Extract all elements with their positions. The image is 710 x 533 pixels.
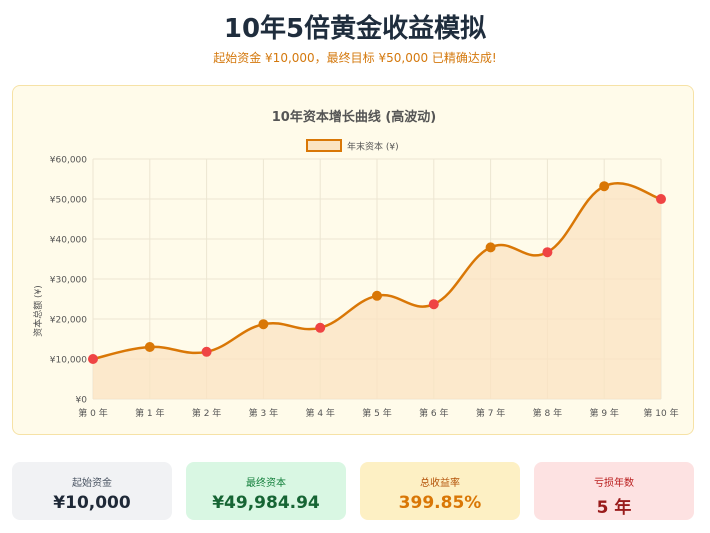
chart-title: 10年资本增长曲线 (高波动) xyxy=(272,109,437,125)
x-tick-label: 第 1 年 xyxy=(135,407,164,419)
stat-label: 亏损年数 xyxy=(594,478,634,489)
data-point[interactable] xyxy=(372,290,382,301)
data-point[interactable] xyxy=(542,247,553,258)
page-title: 10年5倍黄金收益模拟 xyxy=(223,14,487,44)
stat-value: ¥10,000 xyxy=(53,493,131,513)
stat-label: 起始资金 xyxy=(72,478,112,489)
data-point[interactable] xyxy=(88,354,98,364)
chart-card: 10年资本增长曲线 (高波动) 年末资本 (¥) ¥0 ¥10,000 ¥20,00… xyxy=(12,85,694,435)
series-area xyxy=(93,183,661,399)
y-axis-ticks: ¥0 ¥10,000 ¥20,000 ¥30,000 ¥40,000 ¥50,000 ¥60… xyxy=(50,156,87,406)
data-point[interactable] xyxy=(428,299,439,310)
x-tick-label: 第 5 年 xyxy=(362,407,391,419)
data-point[interactable] xyxy=(201,346,212,357)
data-point[interactable] xyxy=(599,181,610,192)
x-tick-label: 第 7 年 xyxy=(476,407,505,419)
x-tick-label: 第 10 年 xyxy=(643,407,678,419)
x-tick-label: 第 0 年 xyxy=(78,407,107,419)
stat-value: 5 年 xyxy=(596,498,632,518)
y-tick-label: ¥30,000 xyxy=(50,276,87,286)
stat-value: 399.85% xyxy=(398,493,482,513)
legend-swatch xyxy=(306,139,342,152)
page-subtitle: 起始资金 ¥10,000，最终目标 ¥50,000 已精确达成! xyxy=(213,51,497,65)
chart-legend: 年末资本 (¥) xyxy=(306,139,399,153)
stat-card-total-return: 总收益率 399.85% xyxy=(360,462,520,520)
capital-growth-chart: 10年资本增长曲线 (高波动) 年末资本 (¥) ¥0 ¥10,000 ¥20,00… xyxy=(32,109,679,419)
data-point[interactable] xyxy=(258,319,269,330)
series-line xyxy=(92,181,662,361)
data-point[interactable] xyxy=(144,342,155,352)
x-tick-label: 第 2 年 xyxy=(192,407,221,419)
stat-label: 最终资本 xyxy=(246,478,286,489)
y-tick-label: ¥20,000 xyxy=(50,316,87,326)
x-tick-label: 第 9 年 xyxy=(589,407,618,419)
stat-label: 总收益率 xyxy=(420,478,460,489)
y-tick-label: ¥60,000 xyxy=(50,156,87,166)
data-point[interactable] xyxy=(656,194,666,205)
data-point[interactable] xyxy=(315,322,326,333)
data-points xyxy=(88,181,666,364)
x-tick-label: 第 8 年 xyxy=(533,407,562,419)
x-tick-label: 第 3 年 xyxy=(249,407,278,419)
stat-card-final-capital: 最终资本 ¥49,984.94 xyxy=(186,462,346,520)
y-tick-label: ¥50,000 xyxy=(50,196,87,206)
legend-label: 年末资本 (¥) xyxy=(347,141,399,153)
x-tick-label: 第 6 年 xyxy=(419,407,448,419)
y-axis-label: 资本总额 (¥) xyxy=(32,285,44,337)
x-axis-ticks: 第 0 年 第 1 年 第 2 年 第 3 年 第 4 年 第 5 年 第 6 年 第 7 年… xyxy=(78,407,678,419)
stat-value: ¥49,984.94 xyxy=(212,493,320,513)
x-tick-label: 第 4 年 xyxy=(305,407,334,419)
stat-card-start-capital: 起始资金 ¥10,000 xyxy=(12,462,172,520)
y-tick-label: ¥40,000 xyxy=(50,236,87,246)
y-tick-label: ¥10,000 xyxy=(50,356,87,366)
stat-card-loss-years: 亏损年数 5 年 xyxy=(534,462,694,520)
data-point[interactable] xyxy=(485,242,496,253)
y-tick-label: ¥0 xyxy=(76,396,88,406)
